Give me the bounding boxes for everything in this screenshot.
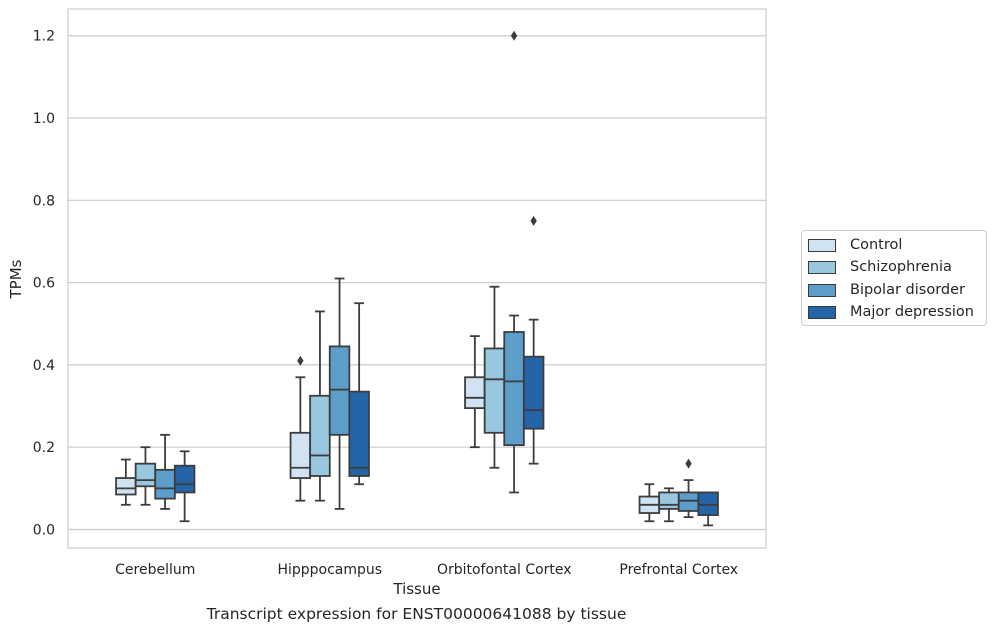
- legend-item-control: Control: [808, 235, 902, 255]
- legend-swatch-bipolar-disorder: [808, 283, 836, 297]
- box-prefrontal-cortex-bipolar-disorder: [677, 458, 700, 519]
- box-body: [154, 468, 176, 500]
- box-cerebellum-control: [115, 458, 137, 506]
- box-body: [522, 355, 545, 430]
- box-hipppocampus-bipolar-disorder: [328, 277, 351, 510]
- legend-item-bipolar-disorder: Bipolar disorder: [808, 280, 965, 300]
- box-body: [697, 491, 719, 516]
- x-tick-label: Prefrontal Cortex: [619, 562, 738, 578]
- box-body: [115, 477, 137, 496]
- x-tick-label: Cerebellum: [115, 562, 195, 578]
- plot-frame: [67, 8, 767, 549]
- legend-swatch-control: [808, 238, 836, 252]
- outlier-point: [530, 215, 537, 226]
- box-body: [503, 331, 525, 447]
- box-body: [464, 376, 486, 410]
- x-axis-label: Tissue: [392, 580, 440, 598]
- y-tick-label: 0.8: [33, 193, 55, 209]
- box-hipppocampus-control: [289, 355, 312, 502]
- box-hipppocampus-schizophrenia: [309, 310, 331, 502]
- outlier-point: [685, 458, 692, 469]
- box-body: [677, 491, 700, 512]
- y-tick-label: 0.0: [33, 522, 55, 538]
- chart-caption: Transcript expression for ENST0000064108…: [206, 605, 627, 623]
- box-cerebellum-major-depression: [173, 450, 196, 523]
- box-body: [483, 347, 506, 434]
- legend-label-major-depression: Major depression: [850, 304, 974, 320]
- legend-label-bipolar-disorder: Bipolar disorder: [850, 282, 965, 298]
- outlier-point: [297, 355, 304, 366]
- y-axis-ticks: 0.0 0.2 0.4 0.6 0.8 1.0 1.2: [33, 29, 55, 539]
- y-tick-label: 1.2: [33, 29, 55, 45]
- box-cerebellum-schizophrenia: [134, 446, 157, 506]
- x-tick-label: Hipppocampus: [277, 562, 382, 578]
- plot-background: [68, 9, 766, 548]
- y-tick-label: 0.2: [33, 440, 55, 456]
- box-body: [348, 390, 370, 477]
- box-prefrontal-cortex-control: [638, 483, 661, 523]
- box-body: [173, 464, 196, 494]
- box-orbitofontal-cortex-schizophrenia: [483, 285, 506, 469]
- box-orbitofontal-cortex-major-depression: [522, 215, 545, 465]
- y-tick-label: 1.0: [33, 111, 55, 127]
- outlier-point: [510, 30, 518, 41]
- gridlines: [68, 35, 766, 531]
- x-axis-ticks: Cerebellum Hipppocampus Orbitofontal Corte…: [115, 562, 738, 578]
- legend-swatch-schizophrenia: [808, 260, 836, 274]
- legend-swatch-major-depression: [808, 305, 836, 319]
- legend-label-schizophrenia: Schizophrenia: [850, 259, 952, 275]
- box-body: [309, 394, 331, 477]
- y-tick-label: 0.4: [33, 358, 55, 374]
- legend-item-major-depression: Major depression: [808, 302, 974, 322]
- legend-label-control: Control: [850, 237, 903, 253]
- y-axis-label: TPMs: [7, 259, 25, 299]
- box-body: [328, 345, 351, 436]
- box-prefrontal-cortex-major-depression: [697, 491, 719, 527]
- x-tick-label: Orbitofontal Cortex: [437, 562, 572, 578]
- box-body: [289, 431, 312, 479]
- legend: Control Schizophrenia Bipolar disorder M…: [801, 230, 987, 326]
- box-body: [658, 491, 680, 510]
- y-tick-label: 0.6: [33, 276, 55, 292]
- box-series: [115, 30, 719, 527]
- box-body: [134, 462, 157, 488]
- box-hipppocampus-major-depression: [348, 302, 370, 486]
- legend-item-schizophrenia: Schizophrenia: [808, 257, 952, 277]
